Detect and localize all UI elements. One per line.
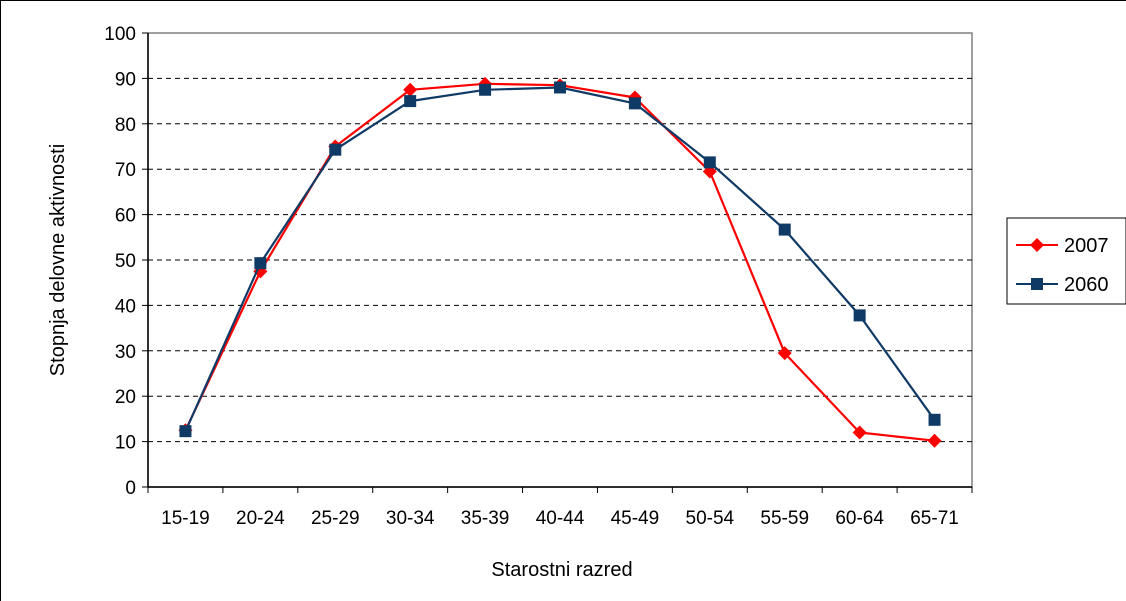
x-tick-label: 65-71	[910, 508, 959, 529]
y-tick-label: 70	[115, 160, 136, 181]
data-point-2060	[853, 309, 866, 322]
legend-marker-2007	[1030, 238, 1044, 252]
data-point-2060	[179, 425, 192, 438]
data-point-2007	[852, 425, 867, 440]
data-point-2007	[777, 346, 792, 361]
legend-label-2060: 2060	[1064, 274, 1109, 296]
data-point-2060	[479, 83, 492, 96]
data-point-2060	[628, 97, 641, 110]
x-tick-label: 60-64	[835, 508, 884, 529]
series-layer	[178, 76, 942, 448]
data-point-2060	[329, 143, 342, 156]
data-point-2060	[928, 413, 941, 426]
legend: 2007 2060	[1006, 217, 1126, 305]
x-tick-label: 35-39	[461, 508, 510, 529]
y-tick-label: 50	[115, 251, 136, 272]
y-tick-label: 90	[115, 69, 136, 90]
legend-box	[1006, 217, 1126, 305]
data-point-2060	[778, 223, 791, 236]
x-axis-ticks: 15-19 20-24 25-29 30-34 35-39 40-44 45-49 50-54…	[147, 487, 973, 529]
x-tick-label: 30-34	[386, 508, 435, 529]
x-tick-label: 50-54	[686, 508, 735, 529]
x-tick-label: 25-29	[311, 508, 360, 529]
data-point-2060	[554, 81, 566, 94]
data-point-2060	[254, 257, 267, 270]
series-2060	[179, 81, 941, 438]
data-point-2007	[403, 82, 418, 97]
plot-area	[147, 32, 973, 488]
x-tick-label: 40-44	[536, 508, 585, 529]
data-point-2060	[703, 156, 716, 169]
x-tick-label: 20-24	[236, 508, 285, 529]
legend-label-2007: 2007	[1064, 235, 1109, 257]
gridlines	[148, 77, 972, 443]
data-point-2007	[927, 433, 942, 448]
y-tick-label: 60	[115, 206, 136, 227]
y-tick-label: 30	[115, 342, 136, 363]
data-point-2060	[404, 95, 417, 108]
y-axis-ticks: 0 10 20 30 40 50 60 70 80 90 100	[104, 24, 148, 499]
x-axis-title: Starostni razred	[491, 559, 632, 581]
x-tick-label: 55-59	[760, 508, 809, 529]
x-tick-label: 15-19	[161, 508, 210, 529]
y-axis-title: Stopnja delovne aktivnosti	[47, 144, 69, 376]
x-tick-label: 45-49	[611, 508, 660, 529]
y-tick-label: 40	[115, 296, 136, 317]
y-tick-label: 10	[115, 433, 136, 454]
y-tick-label: 0	[125, 478, 136, 499]
y-tick-label: 80	[115, 115, 136, 136]
y-tick-label: 100	[104, 24, 136, 45]
plot-area-border	[147, 32, 973, 488]
y-tick-label: 20	[115, 387, 136, 408]
legend-marker-2060	[1031, 278, 1043, 290]
